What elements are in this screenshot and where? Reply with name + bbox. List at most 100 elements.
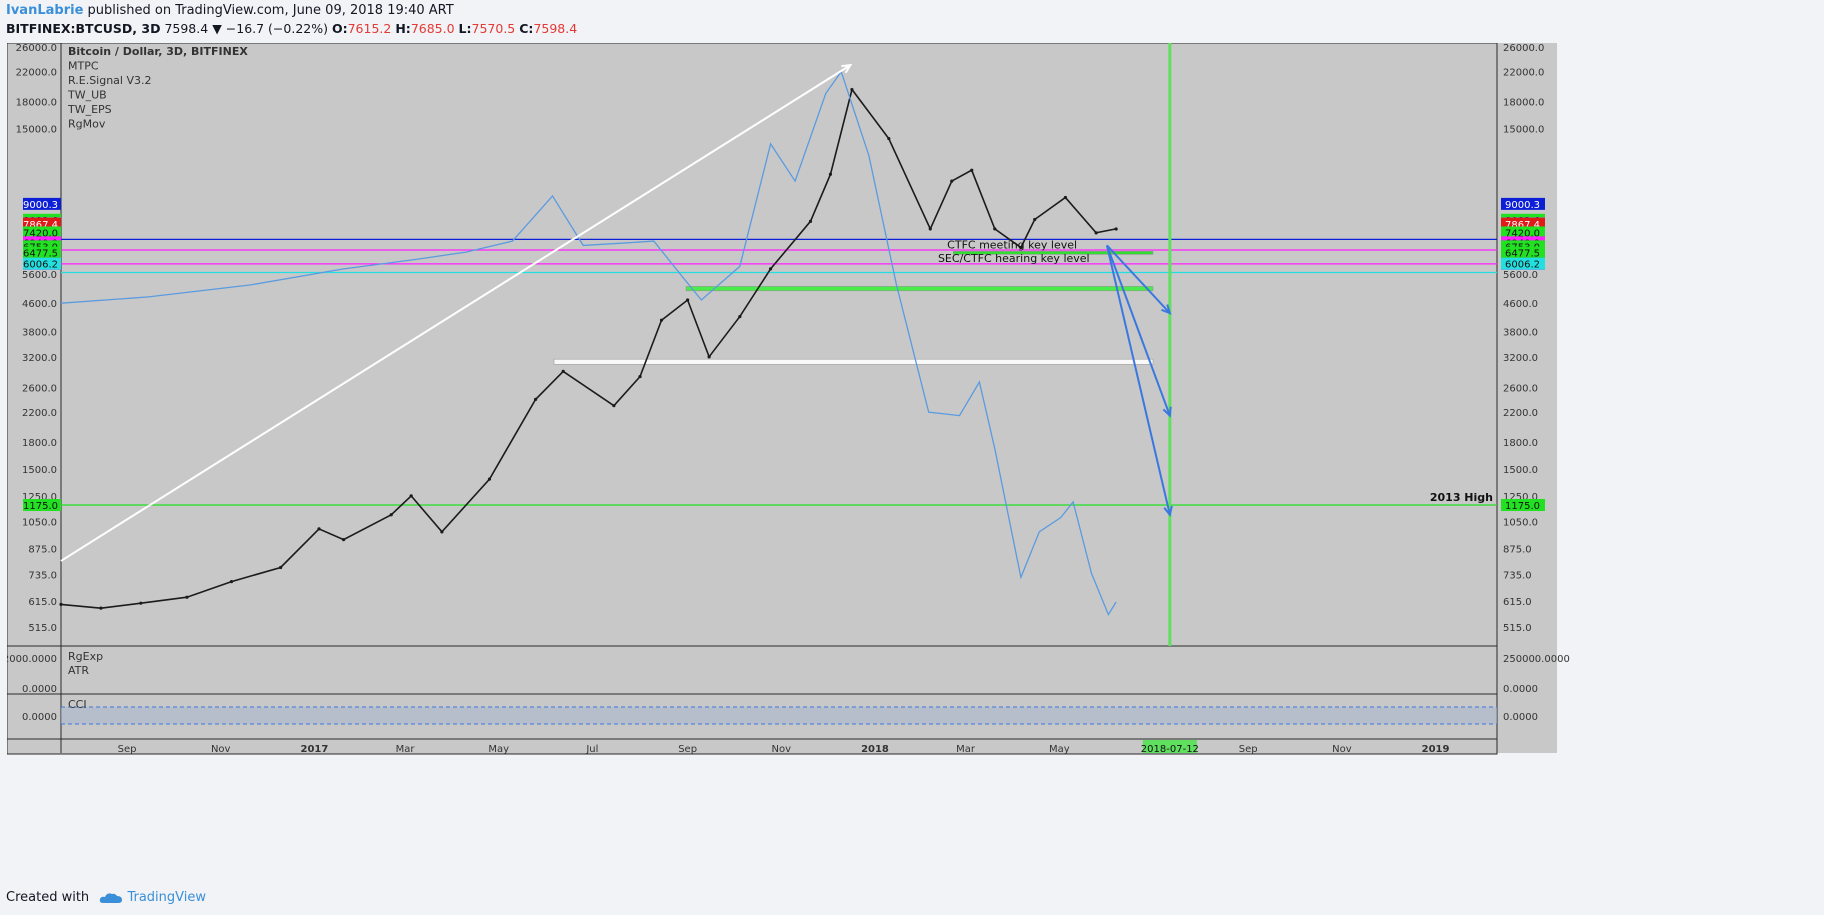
price-chart[interactable]: 26000.0 26000.0 22000.0 22000.0 18000.0 18000… — [7, 43, 1819, 883]
price-point — [1033, 217, 1037, 222]
trend-arrow[interactable] — [1106, 244, 1171, 314]
left-price-badge-label: 7867.4 — [23, 220, 58, 231]
legend-entry[interactable]: R.E.Signal V3.2 — [68, 74, 152, 87]
date-marker-label: 2018-07-12 — [1141, 744, 1199, 755]
tradingview-cloud-icon — [100, 892, 123, 903]
right-price-tick: 22000.0 — [1503, 68, 1544, 79]
left-price-tick: 1800.0 — [22, 438, 57, 449]
date-marker-badge — [1142, 740, 1197, 753]
trend-arrow[interactable] — [1105, 245, 1171, 515]
right-price-tick: 515.0 — [1503, 623, 1532, 634]
price-point — [659, 318, 664, 322]
price-point — [341, 537, 346, 542]
right-price-tick: 1800.0 — [1503, 438, 1538, 449]
left-price-badge-label: 9000.3 — [23, 200, 58, 211]
time-axis-label: Nov — [211, 744, 231, 755]
time-axis-label: 2019 — [1422, 744, 1450, 755]
right-price-badge-label: 7867.4 — [1505, 220, 1540, 231]
trend-arrow-head — [1161, 304, 1172, 315]
volume-pane-legend[interactable]: RgExp — [68, 650, 103, 663]
chart-frame — [7, 43, 1498, 755]
right-price-tick: 875.0 — [1503, 545, 1532, 556]
trend-arrow[interactable] — [1105, 245, 1171, 416]
price-point — [229, 580, 234, 584]
price-series-line[interactable] — [60, 87, 1117, 610]
legend-entry[interactable]: MTPC — [68, 60, 99, 73]
price-point — [99, 606, 103, 610]
legend-entry[interactable]: TW_EPS — [67, 103, 112, 116]
legend-entry[interactable]: Bitcoin / Dollar, 3D, BITFINEX — [68, 45, 248, 58]
price-point — [768, 267, 773, 271]
high-2013-label[interactable]: 2013 High — [1430, 491, 1493, 504]
price-point — [185, 595, 189, 599]
right-price-badge-label: 9000.3 — [1505, 200, 1540, 211]
volume-right-tick: 0.0000 — [1503, 684, 1538, 695]
price-point — [1063, 195, 1068, 200]
comparison-series-line[interactable] — [60, 70, 1117, 617]
price-point — [279, 565, 283, 570]
left-price-tick: 3200.0 — [22, 353, 57, 364]
volume-left-tick: 2000.0000 — [7, 654, 57, 665]
trend-arrow[interactable] — [60, 64, 851, 562]
cci-left-tick: 0.0000 — [22, 712, 57, 723]
price-zone[interactable] — [953, 251, 1154, 255]
price-point — [828, 172, 833, 176]
left-price-tick: 22000.0 — [16, 68, 57, 79]
sec-level-label[interactable]: SEC/CTFC hearing key level — [938, 252, 1090, 265]
author-link[interactable]: IvanLabrie — [6, 3, 84, 18]
price-point — [1019, 245, 1023, 250]
price-point — [686, 298, 690, 302]
low-label: L: — [458, 21, 472, 36]
time-axis-label: Nov — [772, 744, 792, 755]
price-point — [1114, 227, 1118, 231]
last-price: 7598.4 — [164, 21, 209, 36]
right-price-tick: 735.0 — [1503, 570, 1532, 581]
price-point — [950, 179, 954, 183]
right-price-tick: 5600.0 — [1503, 270, 1538, 281]
price-point — [440, 530, 444, 534]
symbol-name[interactable]: BITFINEX:BTCUSD, 3D — [6, 21, 161, 36]
time-axis-label: 2017 — [300, 744, 328, 755]
time-axis-label: Sep — [118, 744, 137, 755]
price-point — [638, 374, 642, 379]
left-price-tick: 2200.0 — [22, 408, 57, 419]
open-value: 7615.2 — [347, 21, 392, 36]
left-price-badge — [23, 246, 61, 259]
price-point — [707, 355, 711, 359]
right-price-tick: 3200.0 — [1503, 353, 1538, 364]
tradingview-brand[interactable]: TradingView — [99, 890, 206, 905]
ctfc-level-label[interactable]: CTFC meeting key level — [947, 238, 1077, 251]
left-price-tick: 3800.0 — [22, 327, 57, 338]
price-point — [738, 315, 742, 319]
right-price-badge — [1501, 257, 1545, 270]
time-axis-label: 2018 — [861, 744, 889, 755]
price-point — [887, 136, 891, 141]
right-price-tick: 1250.0 — [1503, 492, 1538, 503]
cci-legend[interactable]: CCI — [68, 698, 87, 711]
legend-entry[interactable]: TW_UB — [67, 89, 107, 102]
right-price-tick: 15000.0 — [1503, 124, 1544, 135]
left-price-tick: 18000.0 — [16, 97, 57, 108]
right-price-badge — [1501, 197, 1545, 210]
right-price-tick: 2200.0 — [1503, 408, 1538, 419]
price-zone[interactable] — [685, 286, 1154, 292]
created-with-text: Created with — [6, 890, 90, 905]
legend-entry[interactable]: RgMov — [68, 118, 106, 131]
price-point — [59, 602, 63, 607]
price-point — [317, 527, 321, 531]
price-point — [1094, 231, 1098, 235]
left-price-tick: 4600.0 — [22, 299, 57, 310]
left-price-tick: 515.0 — [28, 623, 57, 634]
right-price-tick: 2600.0 — [1503, 384, 1538, 395]
time-axis-label: Nov — [1332, 744, 1352, 755]
close-label: C: — [519, 21, 534, 36]
left-price-tick: 1250.0 — [22, 492, 57, 503]
time-axis-label: Mar — [396, 744, 416, 755]
left-price-badge-label: 1175.0 — [23, 501, 58, 512]
right-price-tick: 615.0 — [1503, 597, 1532, 608]
left-price-badge-label: 7420.0 — [23, 228, 58, 239]
left-price-tick: 1050.0 — [22, 518, 57, 529]
left-price-tick: 5600.0 — [22, 270, 57, 281]
price-zone[interactable] — [553, 358, 1154, 365]
volume-pane-legend[interactable]: ATR — [68, 664, 89, 677]
